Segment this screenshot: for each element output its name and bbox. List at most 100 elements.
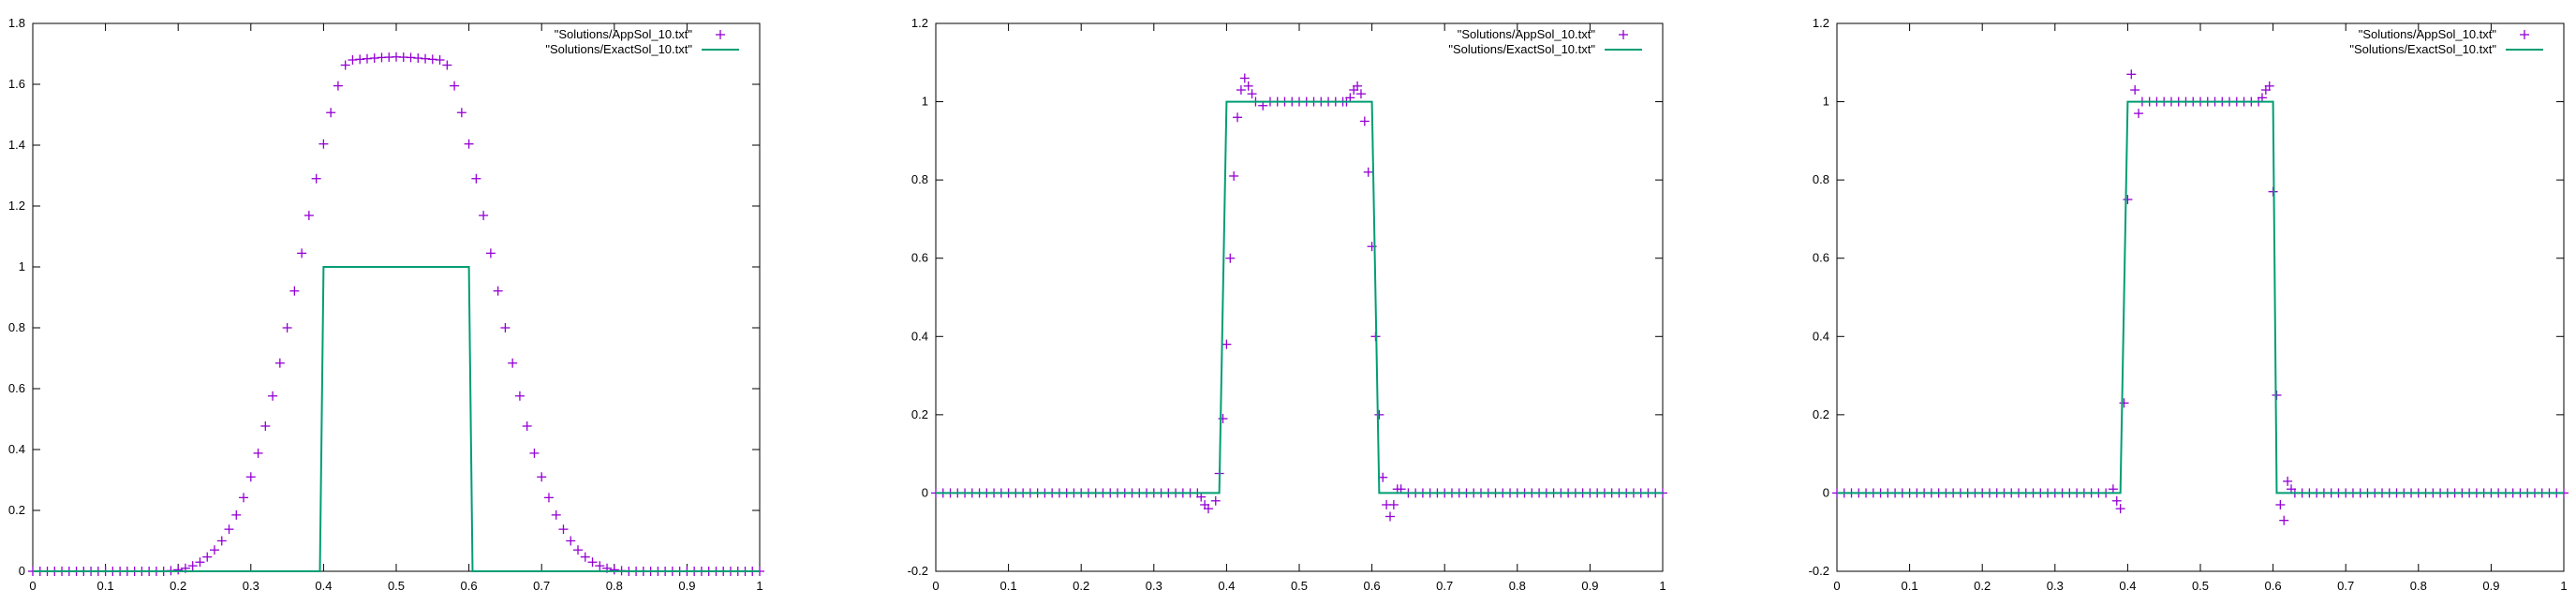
data-point [173,565,184,575]
data-point [1225,253,1236,263]
y-tick-label: -0.2 [908,564,928,578]
data-point [2111,495,2122,506]
x-tick-label: 0.1 [1000,579,1017,593]
data-point [340,60,350,70]
x-tick-label: 0.5 [1291,579,1308,593]
data-point [231,509,242,520]
x-tick-label: 0.6 [461,579,478,593]
x-tick-label: 0.5 [388,579,405,593]
data-point [333,81,343,91]
y-tick-label: 0.2 [1813,407,1829,421]
data-point [303,211,314,221]
x-tick-label: 0.3 [2047,579,2064,593]
x-tick-label: 0.8 [2410,579,2427,593]
data-point [1353,81,1363,91]
data-point [1388,499,1399,509]
y-tick-label: 1 [1823,95,1829,109]
data-point [1210,495,1221,506]
data-point [500,323,511,332]
data-point [2264,81,2274,91]
x-tick-label: 0.9 [1581,579,1598,593]
data-point [543,493,554,503]
legend-label: "Solutions/AppSol_10.txt" [2359,27,2497,41]
data-point [2134,109,2144,119]
data-point [2279,515,2289,525]
y-tick-label: 1.2 [1813,16,1829,30]
data-point [479,211,489,221]
data-point [514,391,525,401]
y-tick-label: 0.8 [911,172,928,186]
series-exact-line [1837,100,2564,494]
data-point [253,448,263,458]
legend-label: "Solutions/ExactSol_10.txt" [545,42,692,56]
data-point [2130,85,2140,96]
data-point [297,248,307,258]
data-point [2126,69,2137,80]
data-point [2119,398,2129,408]
y-tick-label: 1.8 [8,16,25,30]
chart-panel-2: 0 0.1 0.2 0.3 0.4 0.5 0.6 0.7 0.8 0.9 1 -0.2 0 0.2 0.4… [908,16,1667,593]
data-point [1359,116,1369,126]
data-point [216,536,227,546]
y-tick-label: 1.2 [911,16,928,30]
data-point [471,173,481,184]
data-point [348,55,358,65]
data-point [529,448,540,458]
data-point [450,81,460,91]
data-point [1229,170,1239,181]
data-point [1247,89,1257,99]
y-tick-label: 0.4 [8,442,25,456]
data-point [1239,73,1250,83]
data-point [522,421,532,431]
data-point [268,391,278,401]
y-tick-label: 1.6 [8,77,25,91]
data-point [442,60,452,70]
y-tick-label: 0 [19,564,25,578]
y-tick-label: 1 [922,95,928,109]
chart-panel-3: 0 0.1 0.2 0.3 0.4 0.5 0.6 0.7 0.8 0.9 1 -0.2 0 0.2 0.4… [1809,16,2569,593]
x-tick-label: 0.9 [678,579,695,593]
legend-label: "Solutions/AppSol_10.txt" [1458,27,1596,41]
series-approx-points [28,52,764,576]
x-tick-label: 1 [756,579,762,593]
data-point [311,173,321,184]
x-tick-label: 0.5 [2192,579,2209,593]
data-point [595,561,605,571]
data-point [609,565,619,575]
y-tick-label: 1.4 [8,138,25,152]
x-tick-label: 0.1 [97,579,114,593]
data-point [1243,81,1253,91]
x-tick-label: 0 [1833,579,1840,593]
legend-label: "Solutions/ExactSol_10.txt" [1448,42,1595,56]
data-point [369,53,379,64]
x-tick-label: 0.1 [1902,579,1918,593]
data-point [456,108,466,118]
x-tick-label: 0.4 [2119,579,2136,593]
data-point [187,561,198,571]
x-tick-label: 1 [2560,579,2567,593]
chart-panel-1: 0 0.1 0.2 0.3 0.4 0.5 0.6 0.7 0.8 0.9 1 0 0.2 0.4 0.6 0… [8,16,764,593]
x-tick-label: 0.8 [606,579,623,593]
data-point [210,545,219,555]
y-tick-label: 0.6 [8,381,25,395]
y-tick-label: 1 [19,259,25,273]
data-point [485,248,496,258]
legend-label: "Solutions/ExactSol_10.txt" [2349,42,2496,56]
y-tick-label: 0.6 [911,251,928,265]
data-point [1385,511,1395,522]
data-point [558,524,569,535]
y-tick-label: 0.4 [1813,329,1829,343]
x-tick-label: 0.8 [1509,579,1526,593]
data-point [1363,167,1373,177]
data-point [245,472,256,482]
y-tick-label: 0.4 [911,329,928,343]
series-exact-line [33,266,760,572]
y-tick-label: 0 [1823,485,1829,499]
y-tick-label: 0 [922,485,928,499]
data-point [318,139,329,149]
y-tick-label: -0.2 [1809,564,1829,578]
data-point [1355,89,1366,99]
data-point [1221,339,1232,349]
x-tick-label: 0.9 [2482,579,2499,593]
